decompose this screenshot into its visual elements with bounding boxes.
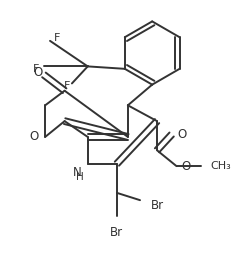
Text: O: O xyxy=(33,66,43,79)
Text: N: N xyxy=(73,166,82,179)
Text: O: O xyxy=(30,130,39,143)
Text: F: F xyxy=(54,33,61,43)
Text: F: F xyxy=(64,81,70,91)
Text: H: H xyxy=(76,172,84,182)
Text: O: O xyxy=(178,128,187,141)
Text: F: F xyxy=(33,64,39,74)
Text: CH₃: CH₃ xyxy=(211,161,231,171)
Text: Br: Br xyxy=(110,226,123,239)
Text: Br: Br xyxy=(151,199,164,211)
Text: O: O xyxy=(181,160,191,173)
